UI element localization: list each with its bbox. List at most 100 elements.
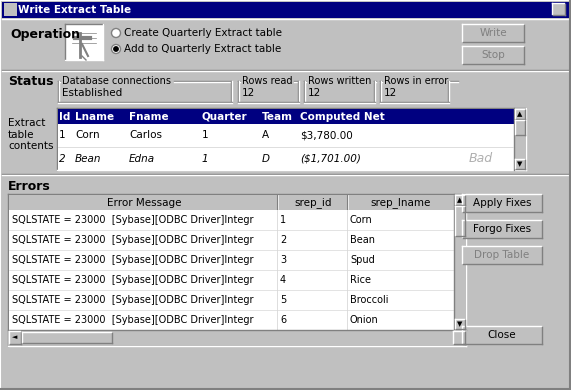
Text: Fname: Fname	[129, 112, 168, 122]
Text: Close: Close	[488, 330, 516, 340]
Text: 6: 6	[280, 315, 286, 325]
Text: Write Extract Table: Write Extract Table	[18, 5, 131, 15]
Text: Team: Team	[262, 112, 293, 122]
Text: srep_lname: srep_lname	[371, 197, 431, 208]
Text: ▼: ▼	[457, 321, 463, 327]
Bar	[514, 108, 526, 170]
Bar	[455, 319, 465, 329]
Text: 12: 12	[308, 88, 321, 98]
Text: SQLSTATE = 23000  [Sybase][ODBC Driver]Integr: SQLSTATE = 23000 [Sybase][ODBC Driver]In…	[12, 215, 254, 225]
Text: 4: 4	[280, 275, 286, 285]
Text: Rows in error: Rows in error	[384, 76, 448, 86]
Text: ▼: ▼	[517, 161, 522, 167]
Text: ►: ►	[456, 335, 462, 340]
Text: 2: 2	[280, 235, 286, 245]
Text: Rows written: Rows written	[308, 76, 371, 86]
Text: Lname: Lname	[75, 112, 114, 122]
Text: Corn: Corn	[75, 131, 99, 140]
Text: Add to Quarterly Extract table: Add to Quarterly Extract table	[124, 44, 282, 54]
Bar	[455, 195, 465, 205]
Text: Errors: Errors	[8, 180, 51, 193]
Text: SQLSTATE = 23000  [Sybase][ODBC Driver]Integr: SQLSTATE = 23000 [Sybase][ODBC Driver]In…	[12, 275, 254, 285]
Text: Quarter: Quarter	[202, 112, 248, 122]
Bar	[8, 330, 466, 346]
Bar	[515, 120, 525, 135]
Text: Rice: Rice	[350, 275, 371, 285]
Text: 5: 5	[280, 295, 286, 305]
Text: Database connections: Database connections	[62, 76, 171, 86]
Bar	[462, 220, 542, 238]
Text: Create Quarterly Extract table: Create Quarterly Extract table	[124, 28, 282, 38]
Text: Error Message: Error Message	[107, 197, 181, 207]
Bar	[462, 326, 542, 344]
Text: 12: 12	[384, 88, 397, 98]
Text: Forgo Fixes: Forgo Fixes	[473, 224, 531, 234]
Bar	[454, 330, 467, 346]
Bar	[462, 24, 524, 42]
Bar	[515, 109, 525, 119]
Text: x: x	[556, 4, 561, 14]
Text: 3: 3	[280, 255, 286, 265]
Text: 12: 12	[242, 88, 255, 98]
Text: ◄: ◄	[13, 335, 18, 340]
Text: Bad: Bad	[469, 151, 493, 165]
Text: SQLSTATE = 23000  [Sybase][ODBC Driver]Integr: SQLSTATE = 23000 [Sybase][ODBC Driver]In…	[12, 295, 254, 305]
Bar	[515, 159, 525, 169]
Text: Write: Write	[479, 28, 507, 38]
Bar	[454, 194, 466, 330]
Bar	[2, 2, 569, 18]
Bar	[9, 195, 454, 210]
Text: D: D	[262, 154, 270, 163]
Text: Onion: Onion	[350, 315, 379, 325]
Bar	[9, 290, 454, 310]
Text: Established: Established	[62, 88, 122, 98]
Text: ▲: ▲	[457, 197, 463, 203]
Bar	[8, 194, 466, 346]
Text: 2: 2	[59, 154, 66, 163]
Text: ●: ●	[7, 7, 13, 12]
Bar	[58, 109, 514, 169]
Bar	[9, 210, 454, 230]
Text: Spud: Spud	[350, 255, 375, 265]
Bar	[9, 250, 454, 270]
Text: Computed Net: Computed Net	[300, 112, 385, 122]
Text: Drop Table: Drop Table	[475, 250, 530, 260]
Bar	[462, 46, 524, 64]
Text: Operation: Operation	[10, 28, 80, 41]
Bar	[9, 331, 21, 344]
Text: Bean: Bean	[75, 154, 102, 163]
Text: Extract
table
contents: Extract table contents	[8, 118, 54, 151]
Text: 1: 1	[280, 215, 286, 225]
Bar	[9, 270, 454, 290]
Text: SQLSTATE = 23000  [Sybase][ODBC Driver]Integr: SQLSTATE = 23000 [Sybase][ODBC Driver]In…	[12, 315, 254, 325]
Text: Broccoli: Broccoli	[350, 295, 388, 305]
Bar	[22, 332, 112, 343]
Text: Rows read: Rows read	[242, 76, 292, 86]
Circle shape	[111, 28, 120, 37]
Bar	[455, 206, 465, 236]
Text: ($1,701.00): ($1,701.00)	[300, 154, 361, 163]
Circle shape	[114, 47, 118, 51]
Bar	[462, 194, 542, 212]
Bar	[58, 147, 514, 170]
Text: Carlos: Carlos	[129, 131, 162, 140]
Bar	[453, 331, 465, 344]
Bar	[552, 3, 565, 15]
Text: Stop: Stop	[481, 50, 505, 60]
Bar	[65, 24, 103, 60]
Text: Bean: Bean	[350, 235, 375, 245]
Bar	[9, 310, 454, 330]
Text: Status: Status	[8, 75, 54, 88]
Text: SQLSTATE = 23000  [Sybase][ODBC Driver]Integr: SQLSTATE = 23000 [Sybase][ODBC Driver]In…	[12, 235, 254, 245]
Text: srep_id: srep_id	[294, 197, 332, 208]
Text: A: A	[262, 131, 269, 140]
Text: 1: 1	[59, 131, 66, 140]
Text: Edna: Edna	[129, 154, 155, 163]
Bar	[58, 124, 514, 147]
Text: Apply Fixes: Apply Fixes	[473, 198, 531, 208]
Text: 1: 1	[202, 154, 208, 163]
Text: $3,780.00: $3,780.00	[300, 131, 353, 140]
Bar	[9, 230, 454, 250]
Bar	[58, 109, 514, 124]
Text: Id: Id	[59, 112, 70, 122]
